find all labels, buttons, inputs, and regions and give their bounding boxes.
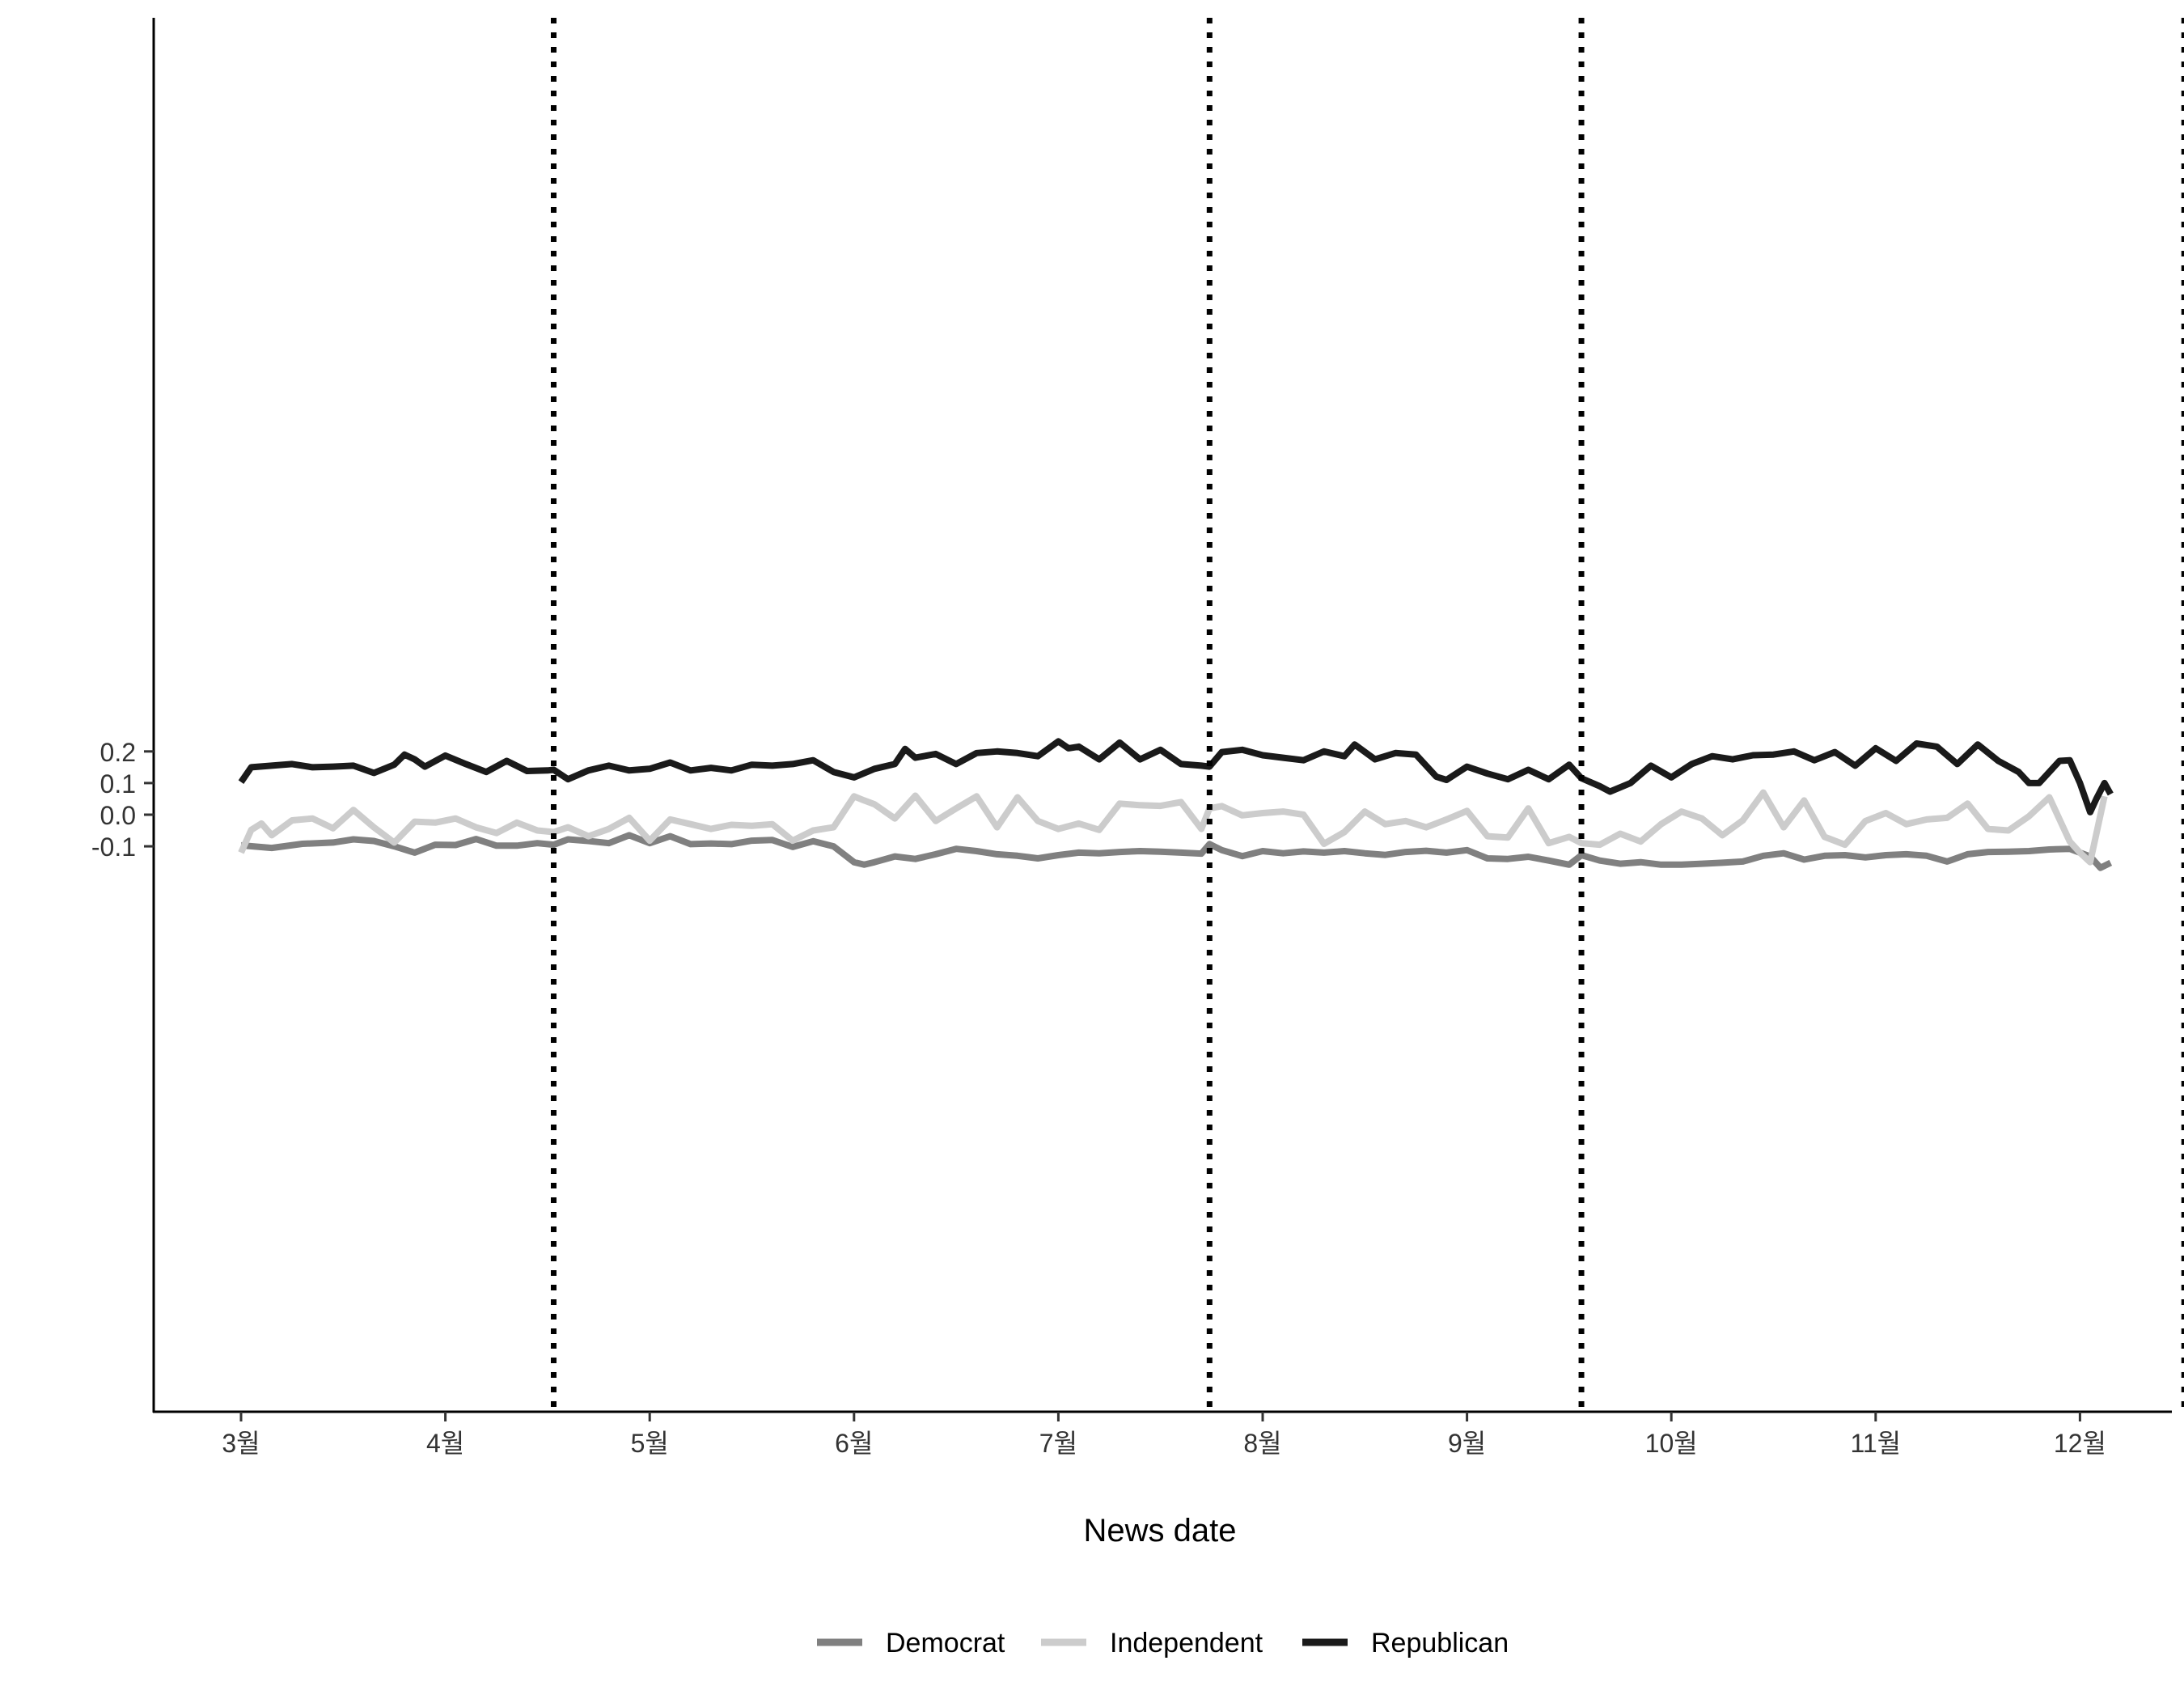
x-tick-label: 3월 [222, 1429, 260, 1458]
y-tick-label: -0.1 [91, 832, 136, 862]
axis-labels: News date [1084, 1513, 1237, 1548]
series-line-republican [238, 738, 2114, 815]
legend: Democrat Independent Republican [817, 1628, 1509, 1659]
x-axis-title: News date [1084, 1513, 1237, 1548]
x-tick-label: 11월 [1850, 1429, 1901, 1458]
x-tick-label: 6월 [835, 1429, 873, 1458]
x-tick-label: 8월 [1243, 1429, 1281, 1458]
x-tick-label: 12월 [2054, 1429, 2106, 1458]
series-line-democrat [240, 832, 2113, 871]
legend-item-democrat: Democrat [817, 1628, 1005, 1659]
series-line-independent [238, 789, 2108, 866]
axes: -0.10.00.10.2 3월 4월 5월 6월 7월 8월 9월 10월 11월 12월 [91, 18, 2172, 1458]
x-tick-label: 10월 [1645, 1429, 1698, 1458]
separator-lines [550, 18, 2184, 1412]
legend-label-democrat: Democrat [886, 1628, 1005, 1659]
legend-label-independent: Independent [1110, 1628, 1263, 1659]
y-tick-label: 0.0 [100, 801, 136, 830]
x-tick-label: 4월 [426, 1429, 464, 1458]
x-tick-label: 7월 [1039, 1429, 1077, 1458]
legend-item-republican: Republican [1302, 1628, 1509, 1659]
legend-label-republican: Republican [1371, 1628, 1509, 1659]
y-tick-label: 0.1 [100, 769, 136, 799]
y-tick-label: 0.2 [100, 738, 136, 767]
x-tick-label: 5월 [631, 1429, 669, 1458]
legend-item-independent: Independent [1041, 1628, 1263, 1659]
x-tick-label: 9월 [1448, 1429, 1486, 1458]
series-layer [238, 738, 2114, 871]
